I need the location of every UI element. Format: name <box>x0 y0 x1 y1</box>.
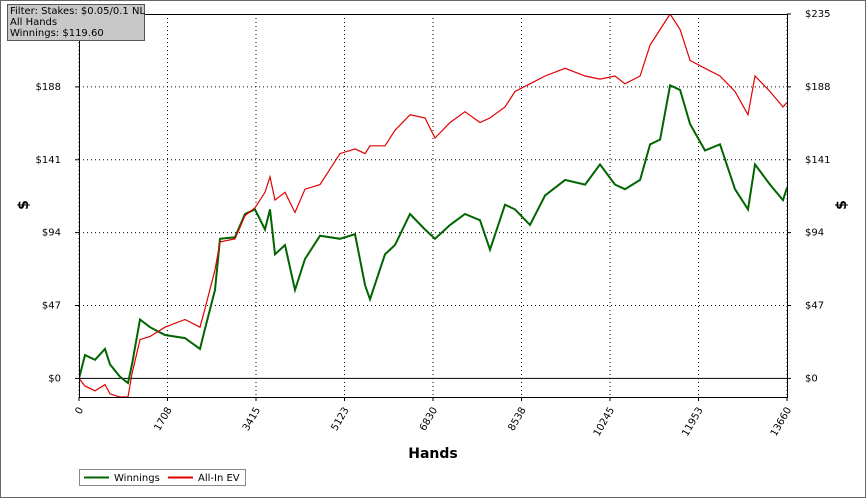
y2-tick-label: $188 <box>805 82 830 93</box>
y-tick-label: $188 <box>36 82 61 93</box>
x-tick-label: 0 <box>73 406 86 417</box>
y-tick-label: $94 <box>42 228 61 239</box>
y-tick-label: $47 <box>42 301 61 312</box>
info-box: Filter: Stakes: $0.05/0.1 NL All Hands W… <box>7 4 145 41</box>
y2-axis-label: $ <box>834 200 850 210</box>
y-tick-label: $141 <box>36 155 61 166</box>
x-axis-label: Hands <box>408 446 458 462</box>
y2-tick-label: $235 <box>805 9 830 20</box>
legend-items: Winnings All-In EV <box>84 473 240 484</box>
y2-tick-label: $0 <box>805 373 818 384</box>
plot-frame <box>79 14 788 398</box>
series-line <box>79 14 787 397</box>
legend-label: Winnings <box>114 473 160 484</box>
info-line: Filter: Stakes: $0.05/0.1 NL <box>10 6 145 17</box>
info-line: Winnings: $119.60 <box>10 28 104 39</box>
y2-tick-label: $47 <box>805 301 824 312</box>
y2-tick-label: $94 <box>805 228 824 239</box>
y-axis-label: $ <box>16 200 32 210</box>
series-line <box>79 83 787 385</box>
legend <box>79 469 246 486</box>
y2-tick-label: $141 <box>805 155 830 166</box>
info-line: All Hands <box>10 17 57 28</box>
y-tick-label: $0 <box>48 373 61 384</box>
lines <box>79 14 787 397</box>
info-background <box>7 4 145 41</box>
legend-label: All-In EV <box>198 473 240 484</box>
